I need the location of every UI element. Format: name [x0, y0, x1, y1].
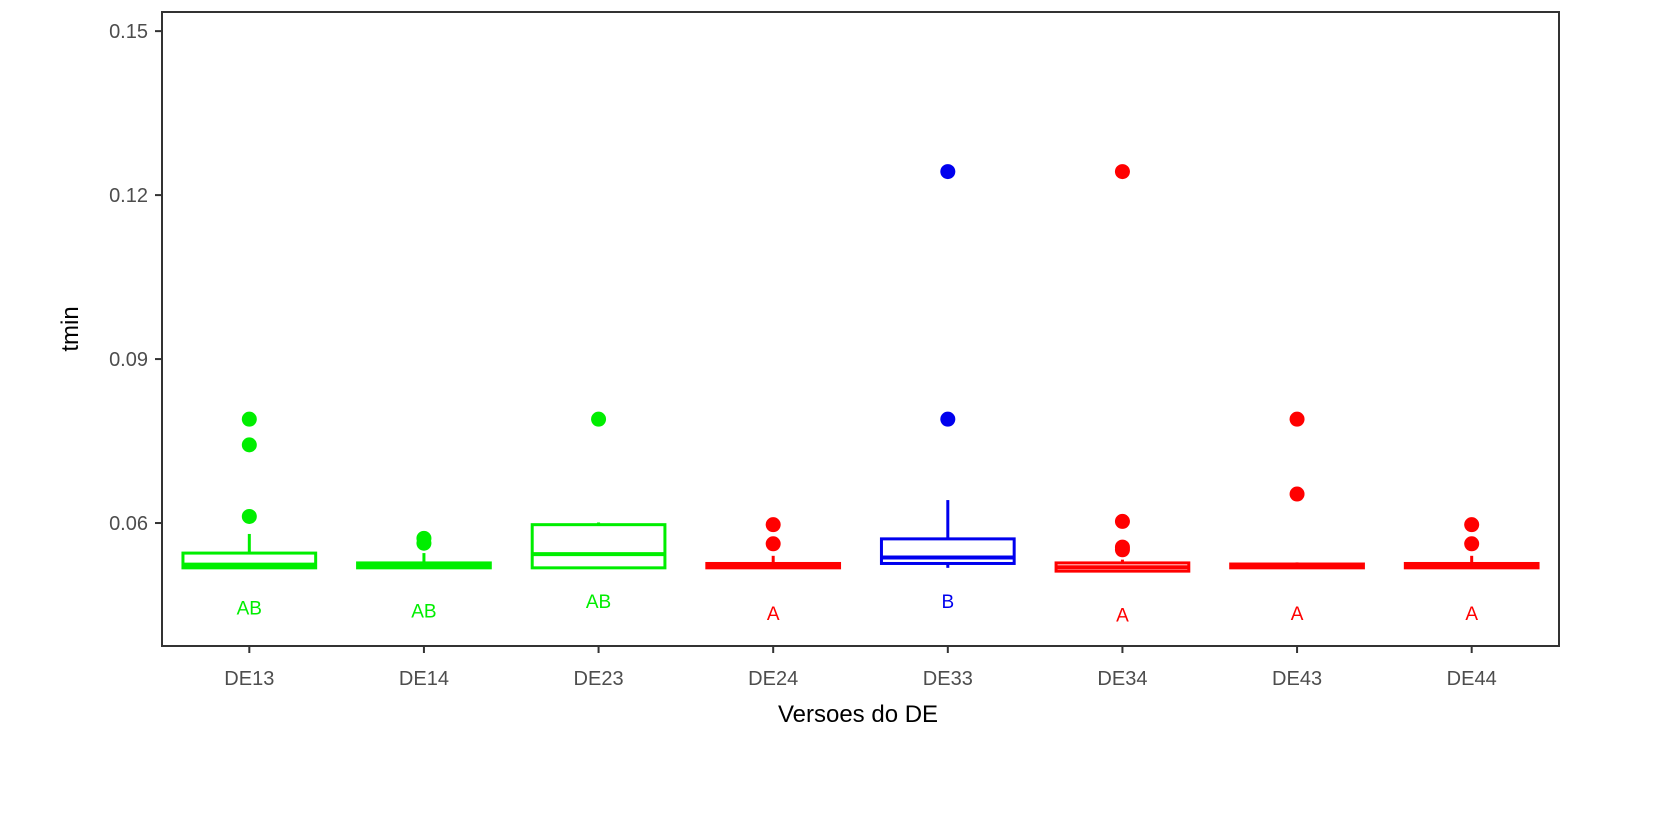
x-axis: DE13 DE14 DE23 DE24 DE33 DE34 DE43 DE44: [224, 646, 1497, 690]
y-tick-label: 0.09: [109, 349, 148, 371]
box-de24: A: [705, 517, 842, 625]
outlier-point: [1464, 536, 1480, 552]
group-letter-label: A: [1291, 604, 1304, 625]
y-axis: 0.06 0.09 0.12 0.15: [109, 21, 162, 535]
x-tick-label: DE24: [748, 668, 798, 690]
outlier-point: [765, 536, 781, 552]
outlier-point: [591, 411, 607, 427]
outlier-point: [241, 411, 257, 427]
outlier-point: [1464, 517, 1480, 533]
outlier-point: [765, 517, 781, 533]
group-letter-label: B: [941, 592, 954, 613]
group-letter-label: AB: [586, 592, 611, 613]
box-iqr: [879, 537, 1016, 565]
y-axis-title: tmin: [57, 306, 84, 351]
outlier-point: [940, 164, 956, 180]
box-de33: B: [879, 164, 1016, 613]
outlier-point: [241, 437, 257, 453]
y-tick-label: 0.12: [109, 185, 148, 207]
outlier-point: [1114, 164, 1130, 180]
group-letter-label: A: [1465, 604, 1478, 625]
group-letter-label: AB: [411, 601, 436, 622]
outlier-point: [241, 508, 257, 524]
outlier-point: [1289, 486, 1305, 502]
x-tick-label: DE44: [1447, 668, 1497, 690]
outlier-point: [940, 411, 956, 427]
x-axis-title: Versoes do DE: [778, 701, 938, 728]
x-tick-label: DE14: [399, 668, 449, 690]
x-tick-label: DE33: [923, 668, 973, 690]
box-de13: AB: [181, 411, 318, 620]
box-de14: AB: [356, 530, 492, 622]
group-letter-label: A: [767, 604, 780, 625]
box-de34: A: [1054, 164, 1191, 626]
box-de43: A: [1229, 411, 1365, 625]
x-tick-label: DE23: [574, 668, 624, 690]
y-tick-label: 0.15: [109, 21, 148, 43]
group-letter-label: AB: [237, 599, 262, 620]
x-tick-label: DE13: [224, 668, 274, 690]
outlier-point: [1114, 542, 1130, 558]
group-letter-label: A: [1116, 605, 1129, 626]
x-tick-label: DE43: [1272, 668, 1322, 690]
outlier-point: [1289, 411, 1305, 427]
box-iqr: [530, 523, 667, 570]
x-tick-label: DE34: [1097, 668, 1147, 690]
box-de44: A: [1403, 517, 1540, 625]
y-tick-label: 0.06: [109, 513, 148, 535]
box-de23: AB: [530, 411, 667, 613]
plot-panel-border: [161, 11, 1560, 647]
outlier-point: [1114, 513, 1130, 529]
outlier-point: [416, 535, 432, 551]
